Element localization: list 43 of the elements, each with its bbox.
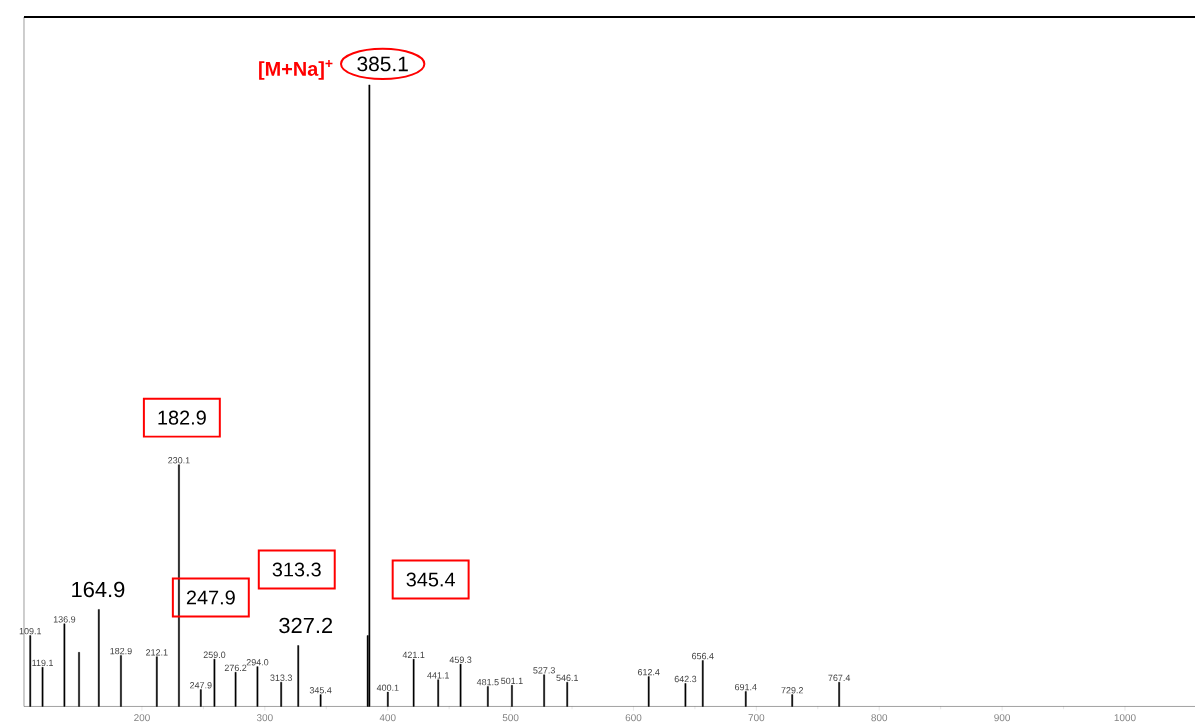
annotation: 527.3	[533, 667, 555, 674]
annotation: 612.4	[637, 669, 660, 676]
annotation: 481.5	[476, 679, 499, 686]
annotation: 313.3	[270, 674, 292, 682]
annotation: 546.1	[556, 674, 578, 682]
annotation: 767.4	[828, 674, 851, 682]
annotation: 247.9	[186, 590, 235, 605]
x-tick-label: 700	[748, 714, 765, 722]
text: 385.1	[357, 56, 408, 72]
annotation: 345.4	[309, 687, 332, 694]
x-tick-label: 900	[994, 714, 1011, 722]
annotation: 247.9	[190, 682, 212, 689]
annotation: 182.9	[158, 410, 206, 425]
x-tick-label: 800	[871, 714, 888, 722]
annotation: 327.2	[279, 617, 333, 634]
annotation: 276.2	[224, 664, 247, 672]
annotation: 729.2	[781, 687, 803, 694]
annotation: 400.1	[376, 684, 399, 692]
annotation: 119.1	[32, 659, 53, 667]
annotation: 109.1	[19, 628, 42, 635]
annotation: 459.3	[449, 656, 472, 664]
annotation: 164.9	[72, 581, 125, 598]
annotation: 501.1	[501, 677, 523, 685]
annotation: 259.0	[203, 651, 226, 659]
annotation: 642.3	[674, 676, 697, 683]
annotation: 182.9	[110, 648, 132, 655]
annotation: 656.4	[692, 653, 714, 660]
x-tick-label: 400	[379, 714, 396, 722]
annotation: 441.1	[427, 672, 449, 679]
annotation: 136.9	[53, 616, 76, 623]
text: [M+Na]$^{+}$	[259, 60, 333, 81]
annotation: 421.1	[402, 651, 425, 659]
x-tick-label: 300	[256, 714, 273, 722]
annotation: 294.0	[246, 659, 269, 666]
x-tick-label: 1000	[1114, 714, 1136, 722]
annotation: 212.1	[146, 649, 168, 656]
annotation: 230.1	[168, 457, 190, 464]
annotation: 345.4	[406, 572, 455, 587]
annotation: 313.3	[272, 562, 321, 577]
x-tick-label: 600	[625, 714, 642, 722]
x-tick-label: 500	[502, 714, 519, 722]
x-tick-label: 200	[134, 714, 150, 722]
annotation: 691.4	[735, 684, 757, 691]
